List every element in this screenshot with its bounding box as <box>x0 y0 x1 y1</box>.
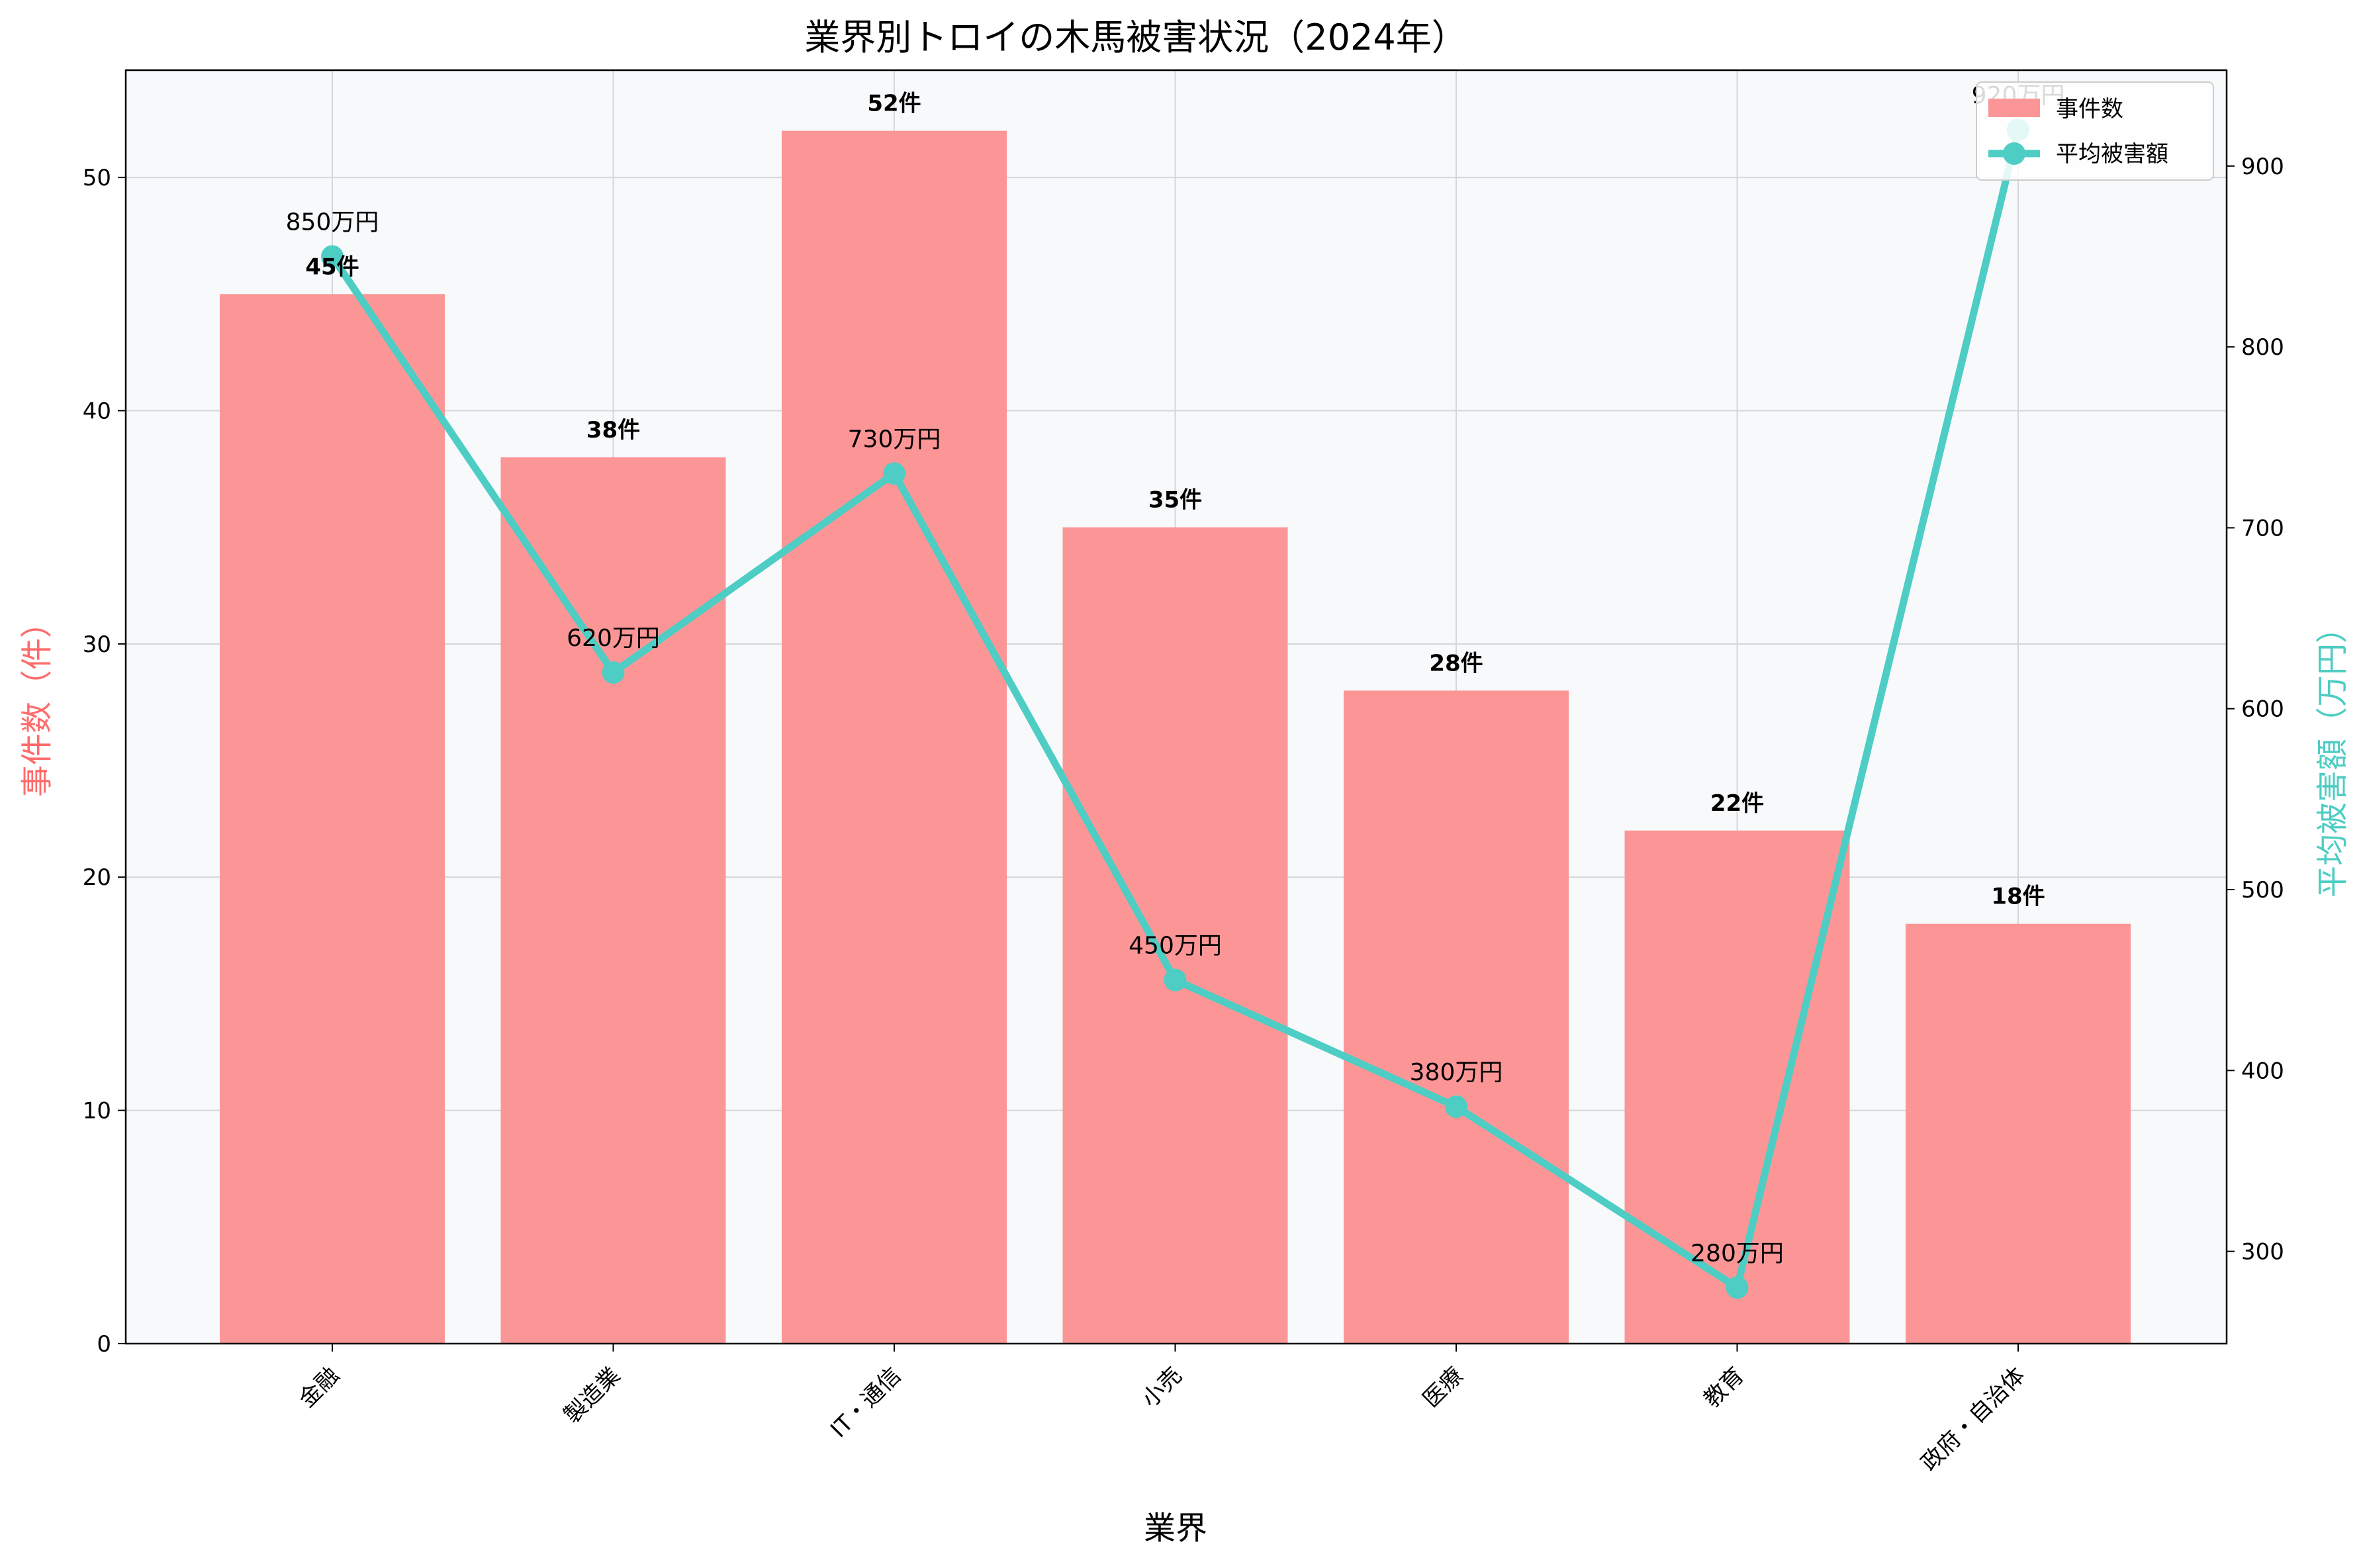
line-value-label: 380万円 <box>1410 1059 1503 1086</box>
line-value-label: 280万円 <box>1690 1240 1784 1267</box>
line-value-label: 730万円 <box>848 426 941 453</box>
bar-value-label: 45件 <box>305 254 359 280</box>
y-right-tick-label: 800 <box>2241 334 2284 361</box>
line-point <box>1726 1276 1749 1299</box>
line-point <box>1164 968 1187 992</box>
y-left-tick-label: 10 <box>83 1098 111 1125</box>
bar-value-label: 28件 <box>1429 650 1483 676</box>
y-right-tick-label: 700 <box>2241 515 2284 541</box>
bar <box>782 130 1007 1344</box>
bar-value-label: 35件 <box>1148 487 1202 514</box>
legend-bar-swatch <box>1988 99 2040 117</box>
chart-title: 業界別トロイの木馬被害状況（2024年） <box>804 17 1467 58</box>
bar-value-label: 18件 <box>1991 884 2045 910</box>
legend-line-label: 平均被害額 <box>2056 141 2168 167</box>
y-right-tick-label: 500 <box>2241 877 2284 903</box>
y-left-tick-label: 20 <box>83 864 111 891</box>
y-right-tick-label: 300 <box>2241 1239 2284 1266</box>
line-series <box>321 118 2029 1299</box>
x-axis-label: 業界 <box>1144 1510 1207 1547</box>
legend-bar-label: 事件数 <box>2056 96 2123 122</box>
line-point <box>321 245 344 268</box>
y-axis-left-label: 事件数（件） <box>19 606 56 797</box>
bar <box>220 294 445 1344</box>
line-value-label: 620万円 <box>567 625 660 652</box>
line-value-label: 850万円 <box>286 208 379 236</box>
line-point <box>883 462 905 485</box>
bars <box>220 130 2131 1344</box>
bar <box>1344 690 1569 1344</box>
bar <box>500 457 726 1344</box>
y-right-tick-label: 400 <box>2241 1058 2284 1084</box>
y-left-tick-label: 40 <box>83 398 111 424</box>
bar-value-label: 52件 <box>867 91 921 117</box>
y-right-tick-label: 900 <box>2241 154 2284 180</box>
line-point <box>1445 1095 1467 1118</box>
line-value-label: 450万円 <box>1129 933 1222 960</box>
y-left-tick-label: 30 <box>83 631 111 658</box>
bar <box>1062 527 1288 1344</box>
line-point <box>602 661 625 684</box>
bar <box>1624 830 1850 1344</box>
y-right-tick-label: 600 <box>2241 696 2284 723</box>
y-axis-right-label: 平均被害額（万円） <box>2314 612 2351 898</box>
bar-value-label: 22件 <box>1710 790 1764 817</box>
y-left-tick-label: 0 <box>97 1331 111 1358</box>
bar-value-label: 38件 <box>586 417 640 443</box>
bar <box>1906 923 2131 1344</box>
y-left-tick-label: 50 <box>83 165 111 191</box>
legend-line-marker <box>2003 142 2025 165</box>
plot-frame <box>124 69 2228 1345</box>
